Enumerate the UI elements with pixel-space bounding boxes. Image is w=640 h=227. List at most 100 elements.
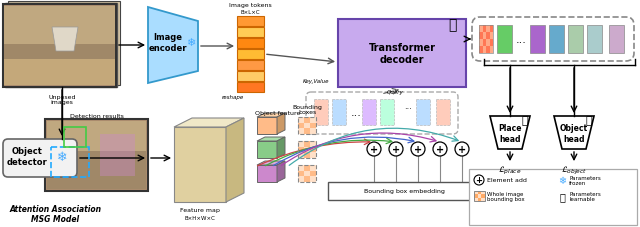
Bar — [298, 118, 304, 123]
Text: +: + — [392, 144, 400, 154]
Bar — [237, 17, 264, 27]
Bar — [304, 152, 310, 158]
Polygon shape — [52, 28, 78, 52]
Polygon shape — [490, 116, 530, 149]
Text: 🔥: 🔥 — [586, 116, 592, 126]
Text: 🔥: 🔥 — [522, 116, 528, 126]
Bar — [304, 128, 310, 134]
Text: Image tokens: Image tokens — [228, 3, 271, 8]
Bar — [310, 123, 316, 128]
Bar — [304, 147, 310, 152]
Bar — [486, 47, 490, 54]
Bar — [298, 147, 304, 152]
Text: Element add: Element add — [487, 178, 527, 183]
Bar — [4, 60, 115, 86]
Text: Object
detector: Object detector — [6, 147, 47, 166]
Bar — [481, 195, 484, 198]
Bar — [416, 100, 430, 126]
FancyBboxPatch shape — [306, 93, 458, 134]
Bar — [298, 128, 304, 134]
Bar — [486, 26, 490, 33]
Bar — [497, 26, 512, 54]
Polygon shape — [257, 161, 285, 165]
Bar — [257, 165, 277, 182]
Text: ...: ... — [351, 108, 362, 118]
Text: $\mathcal{L}_{object}$: $\mathcal{L}_{object}$ — [561, 164, 587, 176]
Bar — [8, 2, 120, 86]
Bar — [479, 26, 493, 54]
Text: Parameters
learnable: Parameters learnable — [569, 191, 601, 202]
Bar — [486, 33, 490, 40]
Bar — [310, 152, 316, 158]
Bar — [328, 182, 480, 200]
Polygon shape — [257, 114, 285, 118]
Text: +: + — [458, 144, 466, 154]
Bar — [481, 191, 484, 195]
Bar — [474, 191, 477, 195]
Bar — [486, 40, 490, 47]
Bar — [474, 191, 484, 202]
FancyBboxPatch shape — [472, 18, 634, 62]
Bar — [483, 47, 486, 54]
Bar — [298, 171, 304, 176]
Bar — [5, 4, 117, 88]
Polygon shape — [174, 118, 244, 127]
Bar — [298, 165, 304, 171]
Polygon shape — [148, 8, 198, 84]
Bar — [479, 26, 483, 33]
Bar — [237, 83, 264, 93]
Bar — [549, 26, 564, 54]
Circle shape — [411, 142, 425, 156]
Text: Transformer
decoder: Transformer decoder — [369, 43, 435, 64]
Text: reshape: reshape — [222, 95, 244, 100]
Bar — [237, 61, 264, 71]
Text: ❄: ❄ — [558, 175, 566, 185]
Bar — [298, 165, 316, 182]
Text: MSG Model: MSG Model — [31, 215, 79, 224]
Text: Key,Value: Key,Value — [303, 79, 329, 84]
Bar — [474, 195, 477, 198]
Bar — [298, 176, 304, 182]
Text: Object
head: Object head — [560, 124, 588, 143]
Bar — [481, 198, 484, 202]
Bar — [51, 147, 89, 177]
Bar — [479, 40, 483, 47]
Bar — [310, 141, 316, 147]
Bar — [310, 176, 316, 182]
Bar — [304, 123, 310, 128]
Polygon shape — [277, 161, 285, 182]
Bar — [304, 141, 310, 147]
Text: Object feature: Object feature — [255, 111, 301, 116]
Bar — [490, 40, 493, 47]
Bar — [477, 191, 481, 195]
Text: Bounding
boxes: Bounding boxes — [292, 104, 322, 115]
Bar — [237, 39, 264, 49]
Text: Parameters
frozen: Parameters frozen — [569, 175, 601, 186]
Circle shape — [367, 142, 381, 156]
Text: Place
head: Place head — [499, 124, 522, 143]
Bar — [47, 151, 146, 189]
Bar — [298, 118, 316, 134]
Text: Feature map: Feature map — [180, 207, 220, 212]
Bar — [304, 171, 310, 176]
FancyBboxPatch shape — [3, 139, 77, 177]
Bar — [237, 50, 264, 60]
Bar — [609, 26, 624, 54]
Text: Whole image
bounding box: Whole image bounding box — [487, 191, 525, 202]
Text: Image
encoder: Image encoder — [148, 33, 188, 52]
Bar — [436, 100, 450, 126]
Bar — [45, 119, 148, 191]
Bar — [568, 26, 583, 54]
Text: 🔥: 🔥 — [448, 18, 456, 32]
Bar — [237, 28, 264, 38]
Polygon shape — [277, 114, 285, 134]
Text: +: + — [476, 176, 483, 185]
Bar — [310, 118, 316, 123]
Circle shape — [474, 175, 484, 185]
Polygon shape — [257, 137, 285, 141]
Bar — [338, 20, 466, 88]
Circle shape — [389, 142, 403, 156]
Bar — [3, 5, 116, 88]
Bar — [237, 72, 264, 82]
Text: 🔥: 🔥 — [559, 191, 565, 201]
